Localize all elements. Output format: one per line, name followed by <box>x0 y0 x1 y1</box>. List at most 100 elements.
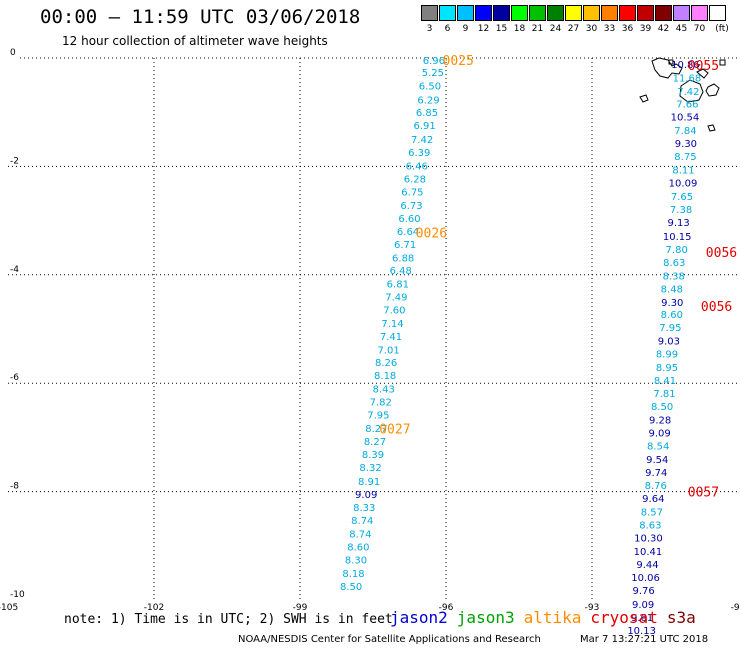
color-scale-swatch <box>493 5 510 21</box>
color-scale-swatch <box>709 5 726 21</box>
wave-height-label: 9.64 <box>642 494 664 505</box>
wave-height-label: 9.76 <box>632 586 654 597</box>
wave-height-label: 6.88 <box>392 253 414 264</box>
latitude-tick-label: -6 <box>10 373 19 383</box>
color-scale-swatch <box>655 5 672 21</box>
wave-height-label: 8.33 <box>353 503 375 514</box>
wave-height-label: 11.68 <box>673 74 702 85</box>
wave-height-label: 7.60 <box>383 305 405 316</box>
wave-height-label: 6.64 <box>397 227 419 238</box>
wave-height-label: 9.09 <box>649 429 671 440</box>
wave-height-label: 8.76 <box>645 481 667 492</box>
wave-height-label: 8.48 <box>661 284 683 295</box>
latitude-tick-label: -4 <box>10 265 19 275</box>
color-scale-swatch <box>691 5 708 21</box>
wave-height-label: 7.80 <box>666 245 688 256</box>
wave-height-label: 9.09 <box>632 600 654 611</box>
axis-tick-labels: -105 -102 -99 -96 -93 -90 0 -2 -4 -6 -8 -10 <box>0 48 740 613</box>
wave-height-label: 8.75 <box>674 152 696 163</box>
wave-height-label: 8.18 <box>374 371 396 382</box>
wave-height-label: 6.73 <box>400 201 422 212</box>
wave-height-label: 6.50 <box>419 82 441 93</box>
wave-height-label: 8.60 <box>661 310 683 321</box>
satellite-legend: jason2 jason3 altika cryosat s3a <box>390 608 705 627</box>
legend-entry-altika: altika <box>523 608 582 627</box>
color-scale-label: 15 <box>495 24 508 34</box>
longitude-tick-label: -96 <box>439 603 454 613</box>
footer-note: note: 1) Time is in UTC; 2) SWH is in fe… <box>64 612 393 627</box>
wave-height-label: 8.63 <box>639 521 661 532</box>
wave-height-label: 7.81 <box>653 389 675 400</box>
color-scale-label: 3 <box>426 24 433 34</box>
color-scale-swatch <box>565 5 582 21</box>
wave-height-label: 9.61 <box>631 613 653 624</box>
pass-number-label: 0026 <box>416 227 447 242</box>
wave-height-label: 7.82 <box>370 398 392 409</box>
wave-height-label: 8.39 <box>362 450 384 461</box>
wave-height-label: 10.09 <box>669 179 698 190</box>
wave-height-label: 7.01 <box>377 346 399 357</box>
wave-height-label: 7.42 <box>677 87 699 98</box>
latitude-tick-label: -8 <box>10 482 19 492</box>
color-scale-label: 27 <box>567 24 580 34</box>
pass-number-label: 0056 <box>706 246 737 261</box>
wave-height-label: 8.74 <box>349 529 371 540</box>
wave-height-label: 7.38 <box>670 205 692 216</box>
grid-lines <box>8 57 738 600</box>
generation-timestamp: Mar 7 13:27:21 UTC 2018 <box>580 634 709 645</box>
color-scale-swatch <box>511 5 528 21</box>
color-scale-swatch <box>457 5 474 21</box>
color-scale-label: 21 <box>531 24 544 34</box>
wave-height-label: 8.99 <box>656 349 678 360</box>
wave-height-label: 8.26 <box>375 358 397 369</box>
wave-height-label: 8.50 <box>651 402 673 413</box>
latitude-tick-label: -2 <box>10 156 19 166</box>
map-subtitle: 12 hour collection of altimeter wave hei… <box>62 34 328 48</box>
wave-height-label: 8.18 <box>342 569 364 580</box>
latitude-tick-label: -10 <box>10 590 25 600</box>
wave-height-label: 6.85 <box>416 108 438 119</box>
wave-height-label: 8.27 <box>364 437 386 448</box>
color-scale-label: 39 <box>639 24 652 34</box>
wave-height-label: 8.57 <box>641 508 663 519</box>
wave-height-label: 7.95 <box>659 323 681 334</box>
wave-height-label: 6.60 <box>398 214 420 225</box>
pass-number-label: 0056 <box>701 300 732 315</box>
wave-height-label: 9.30 <box>661 298 683 309</box>
wave-height-label: 7.65 <box>671 192 693 203</box>
color-scale-swatch <box>421 5 438 21</box>
latitude-tick-label: 0 <box>10 48 16 58</box>
color-scale-label: 9 <box>462 24 469 34</box>
wave-height-label: 6.75 <box>401 187 423 198</box>
wave-height-label: 8.63 <box>663 258 685 269</box>
pass-number-label: 0055 <box>688 59 719 74</box>
color-scale-swatch <box>619 5 636 21</box>
wave-height-label: 6.91 <box>413 121 435 132</box>
legend-entry-jason3: jason3 <box>456 608 515 627</box>
wave-height-label: 9.03 <box>658 336 680 347</box>
wave-height-label: 8.32 <box>359 463 381 474</box>
wave-height-label: 7.84 <box>674 126 696 137</box>
wave-height-label: 9.30 <box>675 139 697 150</box>
wave-height-label: 10.13 <box>627 626 656 637</box>
color-scale-swatch <box>475 5 492 21</box>
wave-height-label: 6.71 <box>394 240 416 251</box>
wave-height-label: 9.13 <box>667 218 689 229</box>
altimeter-track-west: 6.965.25 6.50 6.296.85 6.91 7.42 6.39 6.46 6.28… <box>340 56 445 593</box>
legend-entry-s3a: s3a <box>666 608 696 627</box>
wave-height-label: 5.25 <box>422 68 444 79</box>
wave-height-label: 8.50 <box>340 582 362 593</box>
wave-height-label: 8.27 <box>365 424 387 435</box>
color-scale-swatch <box>637 5 654 21</box>
longitude-tick-label: -105 <box>0 603 18 613</box>
wave-height-label: 9.28 <box>649 416 671 427</box>
wave-height-label: 6.46 <box>406 161 428 172</box>
wave-height-label: 8.38 <box>663 271 685 282</box>
wave-height-label: 6.28 <box>404 174 426 185</box>
wave-height-label: 8.91 <box>358 477 380 488</box>
wave-height-label: 10.86 <box>671 60 700 71</box>
color-scale-swatch <box>547 5 564 21</box>
longitude-tick-label: -99 <box>293 603 308 613</box>
color-scale-label: 6 <box>444 24 451 34</box>
longitude-tick-label: -93 <box>585 603 600 613</box>
